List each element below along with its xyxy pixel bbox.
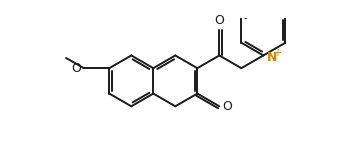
- Text: O: O: [222, 100, 232, 113]
- Text: O: O: [72, 62, 82, 75]
- Text: +: +: [273, 48, 281, 58]
- Text: N: N: [267, 50, 278, 64]
- Text: O: O: [215, 14, 224, 27]
